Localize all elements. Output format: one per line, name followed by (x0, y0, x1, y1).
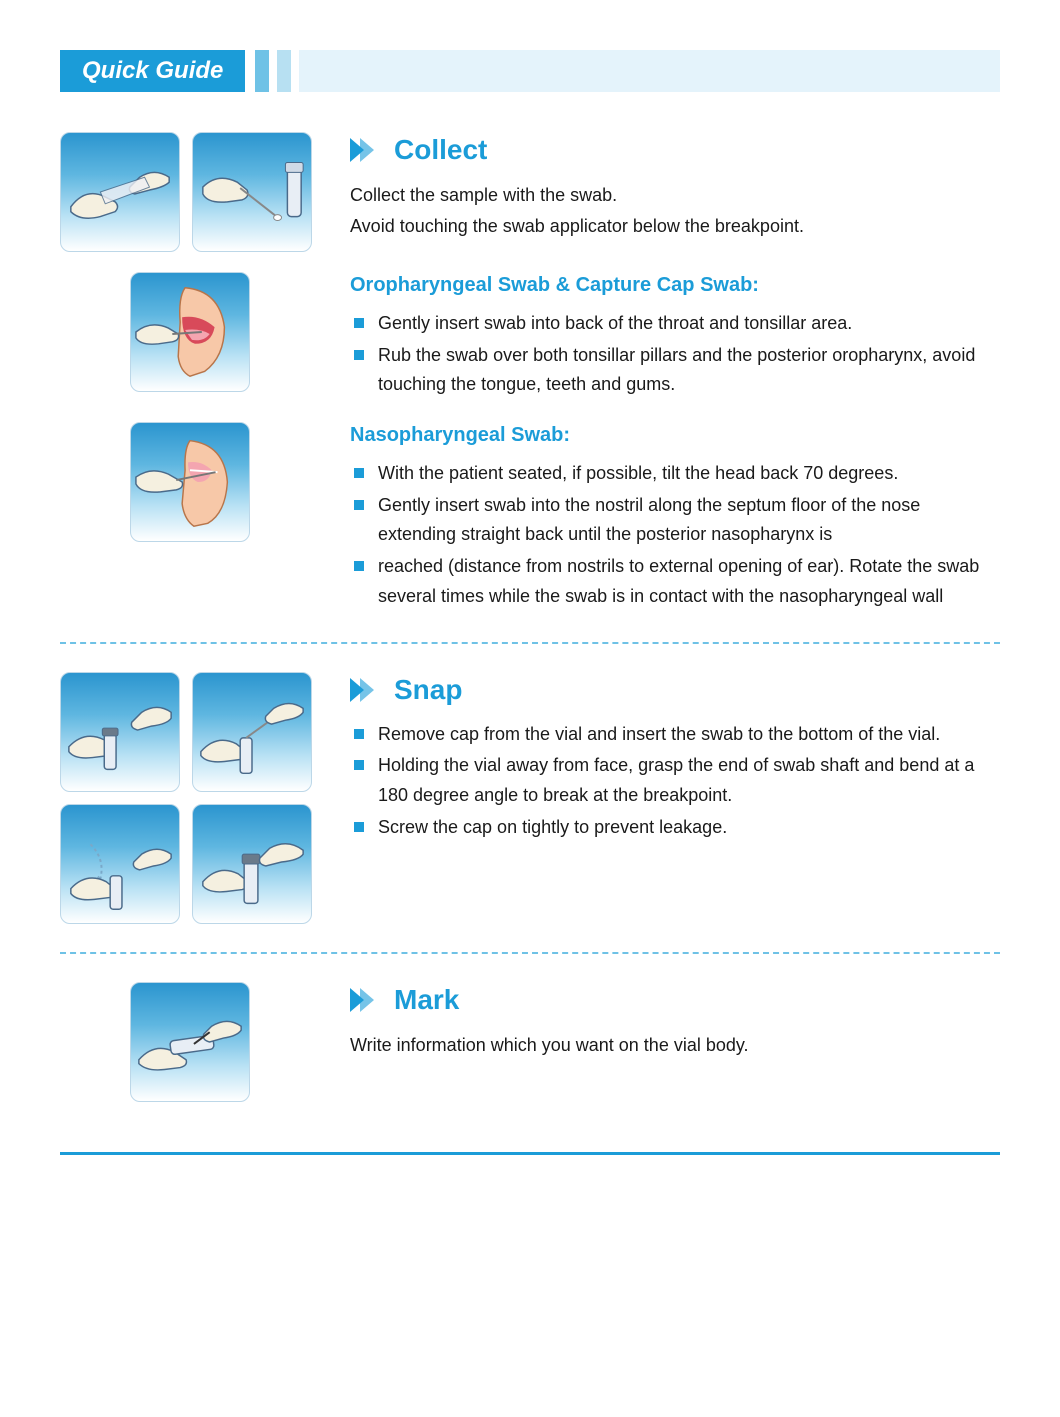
illustration-break-swab (60, 804, 180, 924)
mark-text-line: Write information which you want on the … (350, 1030, 1000, 1061)
section-collect: Collect Collect the sample with the swab… (60, 132, 1000, 252)
naso-text: Nasopharyngeal Swab: With the patient se… (350, 422, 1000, 613)
list-item: Holding the vial away from face, grasp t… (350, 751, 1000, 810)
mark-body: Write information which you want on the … (350, 1030, 1000, 1061)
collect-title: Collect (394, 134, 487, 166)
list-item: Rub the swab over both tonsillar pillars… (350, 341, 1000, 400)
collect-images (60, 132, 320, 252)
list-item: Gently insert swab into the nostril alon… (350, 491, 1000, 550)
naso-list: With the patient seated, if possible, ti… (350, 459, 1000, 611)
collect-heading: Collect (350, 134, 1000, 166)
oro-list: Gently insert swab into back of the thro… (350, 309, 1000, 400)
snap-images (60, 672, 320, 924)
header-decor-stripe (269, 50, 277, 92)
illustration-swab-vial (192, 132, 312, 252)
snap-title: Snap (394, 674, 462, 706)
mark-heading: Mark (350, 984, 1000, 1016)
section-mark: Mark Write information which you want on… (60, 982, 1000, 1102)
section-snap: Snap Remove cap from the vial and insert… (60, 672, 1000, 924)
illustration-write-vial (130, 982, 250, 1102)
header-title: Quick Guide (60, 50, 245, 92)
section-divider (60, 952, 1000, 954)
naso-image (60, 422, 320, 613)
header-decor-stripe (245, 50, 255, 92)
subsection-nasopharyngeal: Nasopharyngeal Swab: With the patient se… (60, 422, 1000, 613)
illustration-insert-swab (60, 672, 180, 792)
oro-text: Oropharyngeal Swab & Capture Cap Swab: G… (350, 272, 1000, 402)
list-item: Remove cap from the vial and insert the … (350, 720, 1000, 750)
mark-title: Mark (394, 984, 459, 1016)
intro-line: Collect the sample with the swab. (350, 180, 1000, 211)
collect-text: Collect Collect the sample with the swab… (350, 132, 1000, 252)
snap-list: Remove cap from the vial and insert the … (350, 720, 1000, 843)
list-item: reached (distance from nostrils to exter… (350, 552, 1000, 611)
oro-title: Oropharyngeal Swab & Capture Cap Swab: (350, 274, 1000, 297)
subsection-oropharyngeal: Oropharyngeal Swab & Capture Cap Swab: G… (60, 272, 1000, 402)
snap-text: Snap Remove cap from the vial and insert… (350, 672, 1000, 924)
section-divider (60, 642, 1000, 644)
arrow-icon (350, 986, 380, 1014)
header-decor-stripe (277, 50, 291, 92)
header-bar: Quick Guide (60, 50, 1000, 92)
mark-image (60, 982, 320, 1102)
header-decor-stripe (299, 50, 1000, 92)
illustration-open-package (60, 132, 180, 252)
arrow-icon (350, 136, 380, 164)
collect-intro: Collect the sample with the swab. Avoid … (350, 180, 1000, 241)
illustration-nasal-swab (130, 422, 250, 542)
naso-title: Nasopharyngeal Swab: (350, 424, 1000, 447)
snap-heading: Snap (350, 674, 1000, 706)
list-item: Screw the cap on tightly to prevent leak… (350, 813, 1000, 843)
footer-line (60, 1152, 1000, 1155)
list-item: With the patient seated, if possible, ti… (350, 459, 1000, 489)
oro-image (60, 272, 320, 402)
list-item: Gently insert swab into back of the thro… (350, 309, 1000, 339)
arrow-icon (350, 676, 380, 704)
mark-text: Mark Write information which you want on… (350, 982, 1000, 1102)
illustration-bend-swab (192, 672, 312, 792)
header-decor-stripe (255, 50, 269, 92)
illustration-throat-swab (130, 272, 250, 392)
intro-line: Avoid touching the swab applicator below… (350, 211, 1000, 242)
illustration-screw-cap (192, 804, 312, 924)
